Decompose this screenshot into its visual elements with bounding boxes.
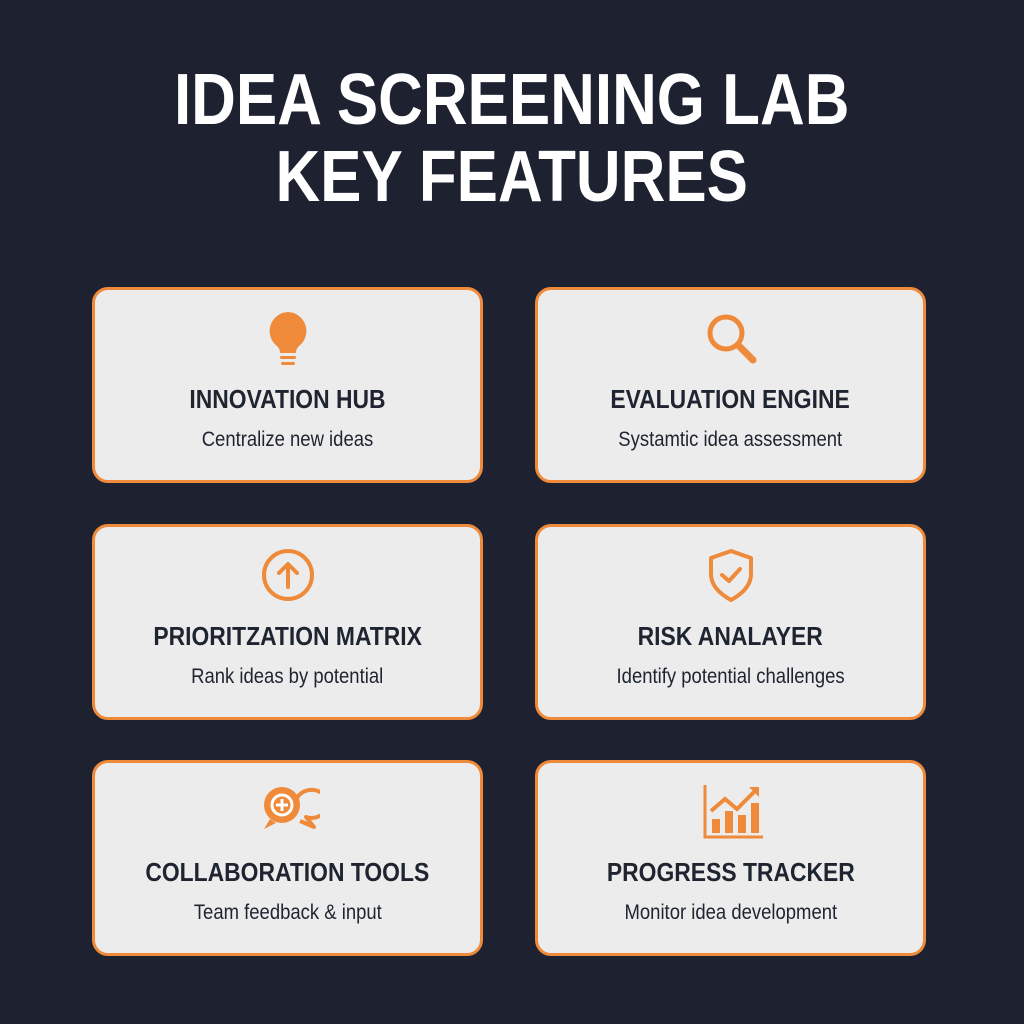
feature-title: PROGRESS TRACKER [606,857,855,887]
feature-title: COLLABORATION TOOLS [145,857,430,887]
feature-card-innovation-hub: INNOVATION HUB Centralize new ideas [92,287,483,483]
feature-card-risk-analayer: RISK ANALAYER Identify potential challen… [535,524,926,720]
feature-title: PRIORITZATION MATRIX [153,621,422,651]
feature-subtitle: Rank ideas by potential [191,665,384,688]
feature-card-prioritization-matrix: PRIORITZATION MATRIX Rank ideas by poten… [92,524,483,720]
feature-subtitle: Systamtic idea assessment [618,428,843,451]
bar-chart-trend-icon [703,785,763,839]
feature-title: EVALUATION ENGINE [610,384,851,414]
feature-card-progress-tracker: PROGRESS TRACKER Monitor idea developmen… [535,760,926,956]
feature-title: INNOVATION HUB [189,384,386,414]
feature-subtitle: Identify potential challenges [616,665,845,688]
magnifier-icon [707,314,756,364]
feature-subtitle: Team feedback & input [193,901,382,924]
chat-plus-icon [263,787,320,829]
feature-title: RISK ANALAYER [637,621,824,651]
arrow-up-circle-icon [261,549,314,601]
feature-subtitle: Centralize new ideas [201,428,374,451]
page-title-line-2: KEY FEATURES [275,137,749,217]
page-title-line-1: IDEA SCREENING LAB [174,60,850,140]
feature-subtitle: Monitor idea development [624,901,837,924]
shield-check-icon [708,549,753,602]
lightbulb-icon [269,312,306,365]
feature-card-evaluation-engine: EVALUATION ENGINE Systamtic idea assessm… [535,287,926,483]
feature-card-collaboration-tools: COLLABORATION TOOLS Team feedback & inpu… [92,760,483,956]
